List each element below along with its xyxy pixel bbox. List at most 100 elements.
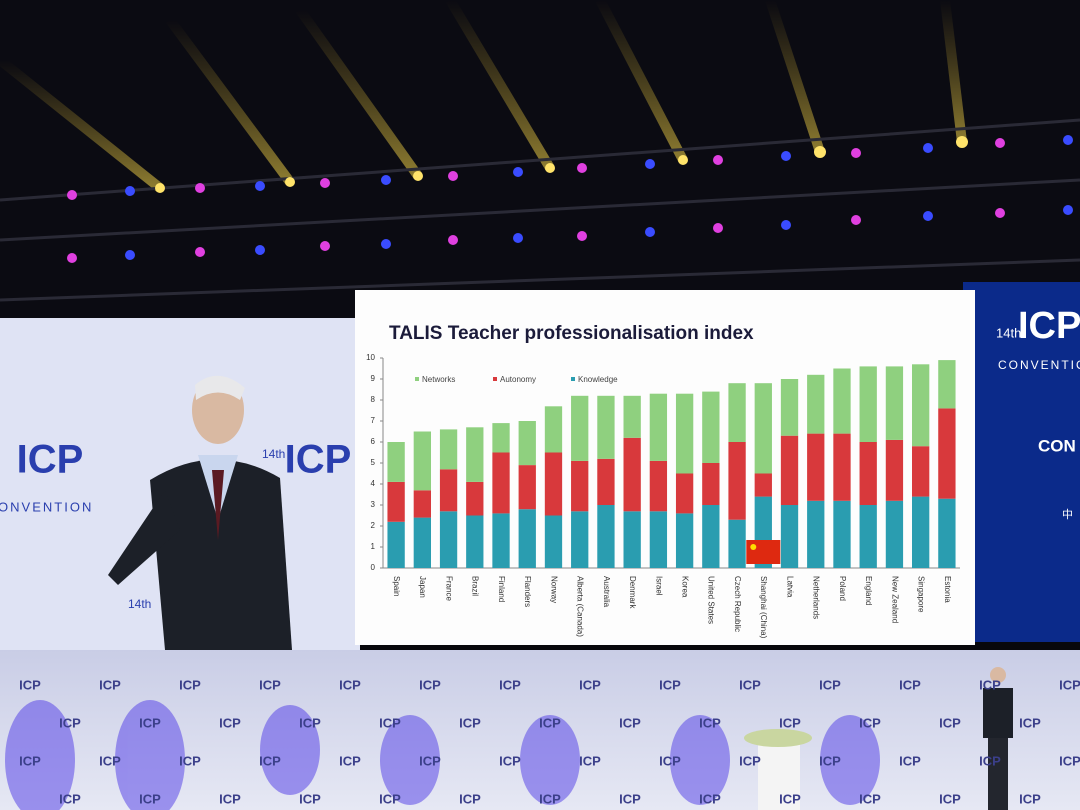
bar-segment xyxy=(702,391,720,463)
backdrop-logo: ICP xyxy=(99,753,121,768)
backdrop-logo: ICP xyxy=(419,677,441,692)
bar-segment xyxy=(754,473,772,497)
backdrop-logo: ICP xyxy=(699,715,721,730)
bar-segment xyxy=(597,395,615,459)
y-tick-label: 9 xyxy=(371,374,376,383)
bar-segment xyxy=(728,383,746,442)
x-tick-label: Latvia xyxy=(785,576,794,598)
bar-segment xyxy=(938,408,956,499)
bar-segment xyxy=(675,473,694,514)
backdrop-logo: ICP xyxy=(1019,715,1041,730)
bar-segment xyxy=(518,509,536,568)
backdrop-logo: ICP xyxy=(619,791,641,806)
legend-label: Networks xyxy=(422,375,455,384)
y-tick-label: 10 xyxy=(366,353,375,362)
bar-segment xyxy=(833,500,851,568)
y-tick-label: 2 xyxy=(371,521,376,530)
right-edition: 14th xyxy=(996,325,1021,340)
right-text: CON xyxy=(1038,436,1076,455)
bar-segment xyxy=(859,366,877,442)
bar-segment xyxy=(807,374,825,434)
backdrop-logo: ICP xyxy=(739,677,761,692)
backdrop-logo: ICP xyxy=(899,753,921,768)
flag-star xyxy=(750,544,757,550)
backdrop-logo: ICP xyxy=(859,715,881,730)
bar-segment xyxy=(807,500,825,568)
y-tick-label: 5 xyxy=(371,458,376,467)
y-tick-label: 1 xyxy=(371,542,376,551)
x-tick-label: Australia xyxy=(602,576,611,608)
bar-segment xyxy=(675,513,694,568)
presenter xyxy=(983,667,1013,810)
x-tick-label: Estonia xyxy=(943,576,952,603)
backdrop-logo: ICP xyxy=(59,791,81,806)
bar-segment xyxy=(623,395,641,438)
bar-segment xyxy=(912,496,930,568)
x-tick-label: Singapore xyxy=(917,576,926,613)
backdrop-logo: ICP xyxy=(979,677,1001,692)
bar-segment xyxy=(571,511,589,568)
y-tick-label: 0 xyxy=(371,563,376,572)
backdrop-logo: ICP xyxy=(339,677,361,692)
bar-segment xyxy=(675,393,694,474)
bar-segment xyxy=(702,505,720,568)
bar-segment xyxy=(780,379,799,436)
backdrop-logo: ICP xyxy=(1059,677,1080,692)
backdrop-glow xyxy=(5,700,880,810)
stage-lights xyxy=(67,135,1073,263)
bar-segment xyxy=(702,463,720,505)
backdrop-logo: ICP xyxy=(379,715,401,730)
backdrop-logo: ICP xyxy=(779,791,801,806)
backdrop-logo: ICP xyxy=(659,753,681,768)
legend-swatch xyxy=(493,377,497,381)
bar-segment xyxy=(912,446,930,497)
backdrop-logo: ICP xyxy=(1019,791,1041,806)
backdrop-logo: ICP xyxy=(19,677,41,692)
backdrop-logo: ICP xyxy=(539,715,561,730)
backdrop-logo: ICP xyxy=(139,791,161,806)
backdrop-logo: ICP xyxy=(299,715,321,730)
bar-segment xyxy=(623,437,641,512)
x-tick-label: Japan xyxy=(418,576,427,598)
backdrop-logo: ICP xyxy=(979,753,1001,768)
x-tick-label: Shanghai (China) xyxy=(759,576,768,639)
x-tick-label: France xyxy=(444,576,453,601)
backdrop-logo: ICP xyxy=(1059,753,1080,768)
backdrop-logo: ICP xyxy=(179,753,201,768)
backdrop-logo: ICP xyxy=(739,753,761,768)
bar-segment xyxy=(597,505,615,568)
bar-segment xyxy=(492,452,510,514)
bar-segment xyxy=(571,460,589,512)
bar-segment xyxy=(597,458,615,505)
backdrop-logo: ICP xyxy=(899,677,921,692)
speaker xyxy=(108,375,292,650)
truss xyxy=(0,118,1080,302)
backdrop-logo: ICP xyxy=(819,677,841,692)
x-tick-label: New Zealand xyxy=(890,576,899,623)
backdrop-logo: ICP xyxy=(259,677,281,692)
right-logo: ICP xyxy=(1018,305,1080,347)
x-tick-label: Alberta (Canada) xyxy=(576,576,585,637)
bar-segment xyxy=(780,505,799,568)
bar-segment xyxy=(833,368,851,434)
right-panel xyxy=(963,282,1080,642)
bar-segment xyxy=(649,460,668,512)
bar-segment xyxy=(649,511,668,568)
backdrop-logo: ICP xyxy=(459,715,481,730)
legend-label: Autonomy xyxy=(500,375,536,384)
backdrop-logo: ICP xyxy=(299,791,321,806)
backdrop-logos: ICP ICP ICP ICP ICP ICP ICP ICP ICP ICP ICP ICP ICP I… xyxy=(19,677,1080,806)
backdrop-logo: ICP xyxy=(579,677,601,692)
bar-segment xyxy=(413,517,431,568)
x-tick-label: Denmark xyxy=(628,576,637,609)
bar-segment xyxy=(544,406,563,453)
backdrop-logo: ICP xyxy=(179,677,201,692)
bar-segment xyxy=(912,364,930,447)
bar-segment xyxy=(387,521,405,568)
backdrop-logo: ICP xyxy=(499,753,521,768)
x-tick-label: Finland xyxy=(497,576,506,602)
y-tick-label: 7 xyxy=(371,416,376,425)
backdrop-logo: ICP xyxy=(219,791,241,806)
bar-segment xyxy=(728,442,746,520)
backdrop-logo: ICP xyxy=(659,677,681,692)
